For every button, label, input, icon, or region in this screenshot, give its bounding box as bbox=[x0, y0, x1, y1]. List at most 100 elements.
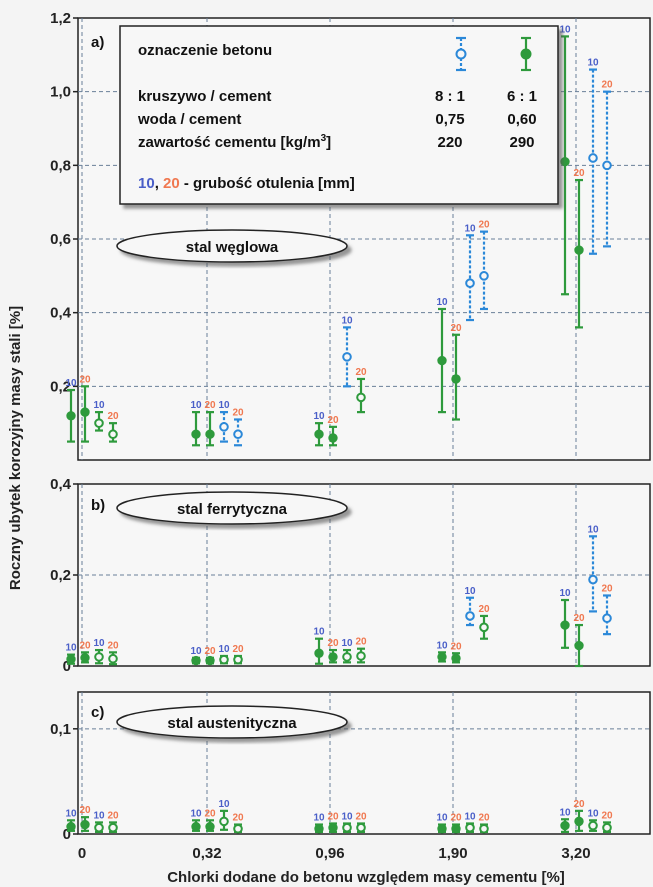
data-label: 20 bbox=[601, 583, 613, 594]
data-point bbox=[219, 816, 229, 827]
data-point bbox=[66, 654, 76, 664]
data-point bbox=[451, 374, 461, 384]
data-point bbox=[205, 429, 215, 439]
data-point bbox=[219, 654, 229, 665]
data-label: 10 bbox=[313, 627, 325, 638]
legend-row-value-1: 220 bbox=[437, 134, 462, 151]
data-label: 10 bbox=[464, 811, 476, 822]
data-label: 20 bbox=[327, 638, 339, 649]
data-label: 10 bbox=[341, 811, 353, 822]
data-label: 20 bbox=[79, 805, 91, 816]
y-axis-title: Roczny ubytek korozyjny masy stali [%] bbox=[7, 306, 24, 590]
legend-row-label: kruszywo / cement bbox=[138, 88, 271, 105]
data-label: 20 bbox=[355, 367, 367, 378]
panel-title: stal ferrytyczna bbox=[177, 501, 288, 518]
data-point bbox=[80, 819, 90, 830]
data-label: 10 bbox=[436, 640, 448, 651]
data-label: 10 bbox=[65, 643, 77, 654]
data-label: 20 bbox=[204, 400, 216, 411]
panel-label: a) bbox=[91, 34, 104, 51]
data-label: 10 bbox=[93, 810, 105, 821]
y-tick-label: 0,2 bbox=[50, 378, 71, 395]
data-label: 20 bbox=[450, 813, 462, 824]
data-point bbox=[108, 822, 118, 833]
data-label: 10 bbox=[218, 400, 230, 411]
data-point bbox=[356, 392, 366, 403]
data-point bbox=[314, 824, 324, 834]
data-point bbox=[602, 822, 612, 833]
data-point bbox=[451, 824, 461, 834]
data-point bbox=[465, 822, 475, 833]
data-label: 10 bbox=[218, 799, 230, 810]
data-label: 20 bbox=[107, 810, 119, 821]
x-tick-labels: 0 0,32 0,96 1,90 3,20 bbox=[78, 845, 591, 862]
x-tick-label: 1,90 bbox=[438, 845, 467, 862]
data-point bbox=[108, 653, 118, 664]
data-label: 10 bbox=[587, 58, 599, 69]
data-point bbox=[342, 352, 352, 362]
data-label: 20 bbox=[478, 813, 490, 824]
data-point bbox=[314, 429, 324, 439]
data-point bbox=[465, 611, 475, 621]
data-point bbox=[80, 407, 90, 417]
data-point bbox=[191, 821, 201, 832]
data-point bbox=[80, 653, 90, 663]
data-label: 20 bbox=[79, 374, 91, 385]
data-point bbox=[437, 824, 447, 834]
data-point bbox=[437, 355, 447, 366]
data-label: 10 bbox=[93, 400, 105, 411]
data-label: 10 bbox=[436, 813, 448, 824]
data-label: 10 bbox=[464, 586, 476, 597]
data-label: 10 bbox=[313, 813, 325, 824]
data-point bbox=[574, 640, 584, 651]
data-label: 10 bbox=[93, 638, 105, 649]
data-label: 10 bbox=[313, 411, 325, 422]
data-point bbox=[574, 816, 584, 827]
x-tick-label: 0,32 bbox=[192, 845, 221, 862]
data-point bbox=[233, 654, 243, 665]
data-point bbox=[328, 433, 338, 443]
legend-row-value-1: 8 : 1 bbox=[435, 88, 465, 105]
data-label: 10 bbox=[559, 807, 571, 818]
data-point bbox=[108, 429, 118, 440]
data-label: 10 bbox=[587, 524, 599, 535]
legend-markers bbox=[455, 36, 532, 72]
data-point bbox=[342, 652, 352, 662]
panel-title: stal austenityczna bbox=[167, 715, 297, 732]
data-point bbox=[205, 821, 215, 832]
data-label: 10 bbox=[218, 644, 230, 655]
panel-title-ellipse bbox=[116, 491, 348, 525]
data-label: 10 bbox=[559, 588, 571, 599]
data-label: 20 bbox=[601, 810, 613, 821]
data-point bbox=[328, 652, 338, 662]
legend-row-value-2: 6 : 1 bbox=[507, 88, 537, 105]
data-label: 20 bbox=[107, 640, 119, 651]
data-point bbox=[328, 822, 338, 833]
data-label: 20 bbox=[355, 811, 367, 822]
data-label: 20 bbox=[478, 604, 490, 615]
data-point bbox=[451, 653, 461, 663]
legend-marker-open bbox=[455, 48, 467, 60]
data-label: 20 bbox=[573, 613, 585, 624]
data-point bbox=[94, 652, 104, 662]
y-tick-label: 0,8 bbox=[50, 157, 71, 174]
x-tick-label: 0,96 bbox=[315, 845, 344, 862]
data-point bbox=[479, 271, 489, 281]
data-label: 20 bbox=[355, 637, 367, 648]
y-tick-label: 1,0 bbox=[50, 84, 71, 101]
data-point bbox=[356, 651, 366, 661]
data-point bbox=[465, 278, 475, 289]
panel-label: c) bbox=[91, 704, 104, 721]
data-label: 20 bbox=[478, 220, 490, 231]
data-point bbox=[560, 156, 570, 167]
y-tick-label: 0,6 bbox=[50, 231, 71, 248]
data-point bbox=[479, 823, 489, 834]
y-tick-label: 0,4 bbox=[50, 476, 72, 493]
data-point bbox=[66, 821, 76, 832]
panel-title-ellipse bbox=[116, 229, 348, 263]
data-point bbox=[205, 655, 215, 666]
data-label: 20 bbox=[232, 644, 244, 655]
y-tick-label: 0,1 bbox=[50, 721, 71, 738]
panel-label: b) bbox=[91, 497, 105, 514]
